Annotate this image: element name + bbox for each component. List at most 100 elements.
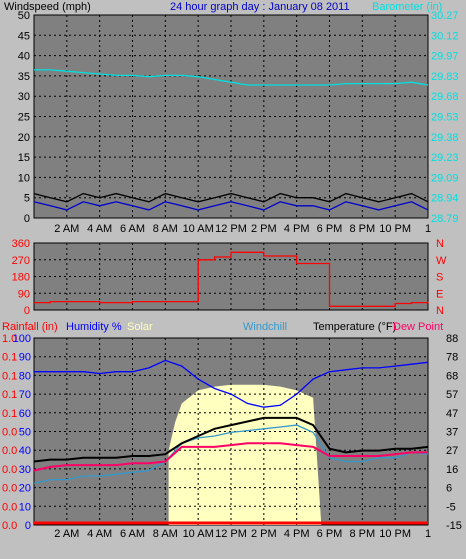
rain-axis-tick: 0.0 xyxy=(2,501,17,513)
time-axis-tick: 12 PM xyxy=(215,528,247,540)
time-axis-tick: 2 AM xyxy=(54,528,79,540)
temperature-axis-tick: 88 xyxy=(446,333,458,345)
wind-axis-tick: 5 xyxy=(24,193,30,205)
compass-axis-tick: W xyxy=(436,255,447,267)
legend-rainfall: Rainfall (in) xyxy=(2,321,58,333)
barometer-axis-tick: 28.79 xyxy=(431,213,459,225)
gust-series-line xyxy=(33,192,429,203)
humidity-axis-tick: 90 xyxy=(19,352,31,364)
graph-title: 24 hour graph day : January 08 2011 xyxy=(170,1,350,13)
barometer-axis-tick: 29.23 xyxy=(431,152,459,164)
humidity-series-line xyxy=(34,359,429,408)
barometer-axis-tick: 29.83 xyxy=(431,71,459,83)
direction-series-line xyxy=(34,251,429,307)
time-axis-tick: 4 PM xyxy=(284,223,310,235)
rain-axis-tick: 1.0 xyxy=(2,333,17,345)
wind-axis-tick: 40 xyxy=(18,51,30,63)
wind-axis-tick: 20 xyxy=(18,132,30,144)
humidity-axis-tick: 60 xyxy=(19,408,31,420)
rain-axis-tick: 0.1 xyxy=(2,408,17,420)
direction-axis-tick: 180 xyxy=(12,272,30,284)
time-axis-tick: 2 PM xyxy=(251,528,277,540)
time-axis-tick: 8 AM xyxy=(153,528,178,540)
barometer-axis-tick: 30.27 xyxy=(431,10,459,22)
time-axis-tick: 4 PM xyxy=(284,528,310,540)
wind-axis-tick: 30 xyxy=(18,91,30,103)
legend-humidity: Humidity % xyxy=(66,321,122,333)
wind-axis-tick: 0 xyxy=(24,213,30,225)
temperature-axis-tick: 27 xyxy=(446,445,458,457)
time-axis-tick: 6 PM xyxy=(317,528,343,540)
humidity-axis-tick: 30 xyxy=(19,464,31,476)
time-axis-tick: 10 AM xyxy=(183,223,214,235)
windchill-series-line xyxy=(33,424,429,484)
wind-axis-tick: 10 xyxy=(18,172,30,184)
time-axis-tick: 1 xyxy=(425,528,431,540)
time-axis-tick: 6 AM xyxy=(120,223,145,235)
barometer-axis-tick: 29.09 xyxy=(431,172,459,184)
time-axis-tick: 2 PM xyxy=(251,223,277,235)
rain-axis-tick: 0.0 xyxy=(2,464,17,476)
temperature-axis-tick: 37 xyxy=(446,427,458,439)
barometer-series-line xyxy=(34,69,429,86)
legend-dewpoint: Dew Point xyxy=(393,321,443,333)
humidity-axis-tick: 40 xyxy=(19,445,31,457)
direction-axis-tick: 0 xyxy=(24,305,30,317)
rain-axis-tick: 0.1 xyxy=(2,389,17,401)
humidity-axis-tick: 80 xyxy=(19,370,31,382)
temperature-axis-tick: 68 xyxy=(446,370,458,382)
legend-solar: Solar xyxy=(127,321,153,333)
compass-axis-tick: N xyxy=(436,305,444,317)
rain-axis-tick: 0.1 xyxy=(2,370,17,382)
time-axis-tick: 4 AM xyxy=(87,528,112,540)
rain-axis-tick: 0.0 xyxy=(2,427,17,439)
windspeed-axis-label: Windspeed (mph) xyxy=(4,1,91,13)
time-axis-tick: 6 PM xyxy=(317,223,343,235)
time-axis-tick: 2 AM xyxy=(54,223,79,235)
humidity-axis-tick: 100 xyxy=(13,333,31,345)
temperature-axis-tick: 16 xyxy=(446,464,458,476)
solar-area xyxy=(168,384,322,525)
temperature-axis-tick: 47 xyxy=(446,408,458,420)
time-axis-tick: 10 PM xyxy=(379,528,411,540)
direction-axis-tick: 360 xyxy=(12,238,30,250)
barometer-axis-tick: 29.38 xyxy=(431,132,459,144)
rain-axis-tick: 0.0 xyxy=(2,445,17,457)
bottom-legend: Rainfall (in) Humidity % Solar Windchill… xyxy=(2,321,443,333)
humidity-axis-tick: 10 xyxy=(19,501,31,513)
compass-axis-tick: N xyxy=(436,238,444,250)
humidity-axis-tick: 0 xyxy=(25,520,31,532)
direction-axis-tick: 270 xyxy=(12,255,30,267)
time-axis-tick: 8 PM xyxy=(349,223,375,235)
temperature-series-line xyxy=(33,416,429,463)
wind-axis-tick: 15 xyxy=(18,152,30,164)
direction-axis-tick: 90 xyxy=(18,288,30,300)
time-axis-tick: 10 AM xyxy=(183,528,214,540)
humidity-axis-tick: 70 xyxy=(19,389,31,401)
wind-axis-tick: 50 xyxy=(18,10,30,22)
wind-series-line xyxy=(33,201,429,211)
time-axis-tick: 12 PM xyxy=(215,223,247,235)
barometer-axis-tick: 28.94 xyxy=(431,193,459,205)
legend-temperature: Temperature (°F) xyxy=(313,321,396,333)
barometer-axis-tick: 29.97 xyxy=(431,51,459,63)
temperature-panel: 1.00.10.10.10.10.00.00.00.00.00.0 100908… xyxy=(2,333,462,540)
humidity-axis-tick: 20 xyxy=(19,483,31,495)
temperature-axis-tick: -15 xyxy=(446,520,462,532)
rain-axis-tick: 0.0 xyxy=(2,520,17,532)
temperature-axis-tick: 57 xyxy=(446,389,458,401)
barometer-axis-tick: 29.68 xyxy=(431,91,459,103)
rain-axis-tick: 0.0 xyxy=(2,483,17,495)
time-axis-tick: 4 AM xyxy=(87,223,112,235)
time-axis-tick: 10 PM xyxy=(379,223,411,235)
time-axis-tick: 8 AM xyxy=(153,223,178,235)
temperature-axis-tick: -5 xyxy=(446,501,456,513)
time-axis-tick: 8 PM xyxy=(349,528,375,540)
dewpoint-series-line xyxy=(33,442,428,472)
barometer-axis-tick: 30.12 xyxy=(431,30,459,42)
rain-axis-tick: 0.1 xyxy=(2,352,17,364)
wind-axis-tick: 35 xyxy=(18,71,30,83)
